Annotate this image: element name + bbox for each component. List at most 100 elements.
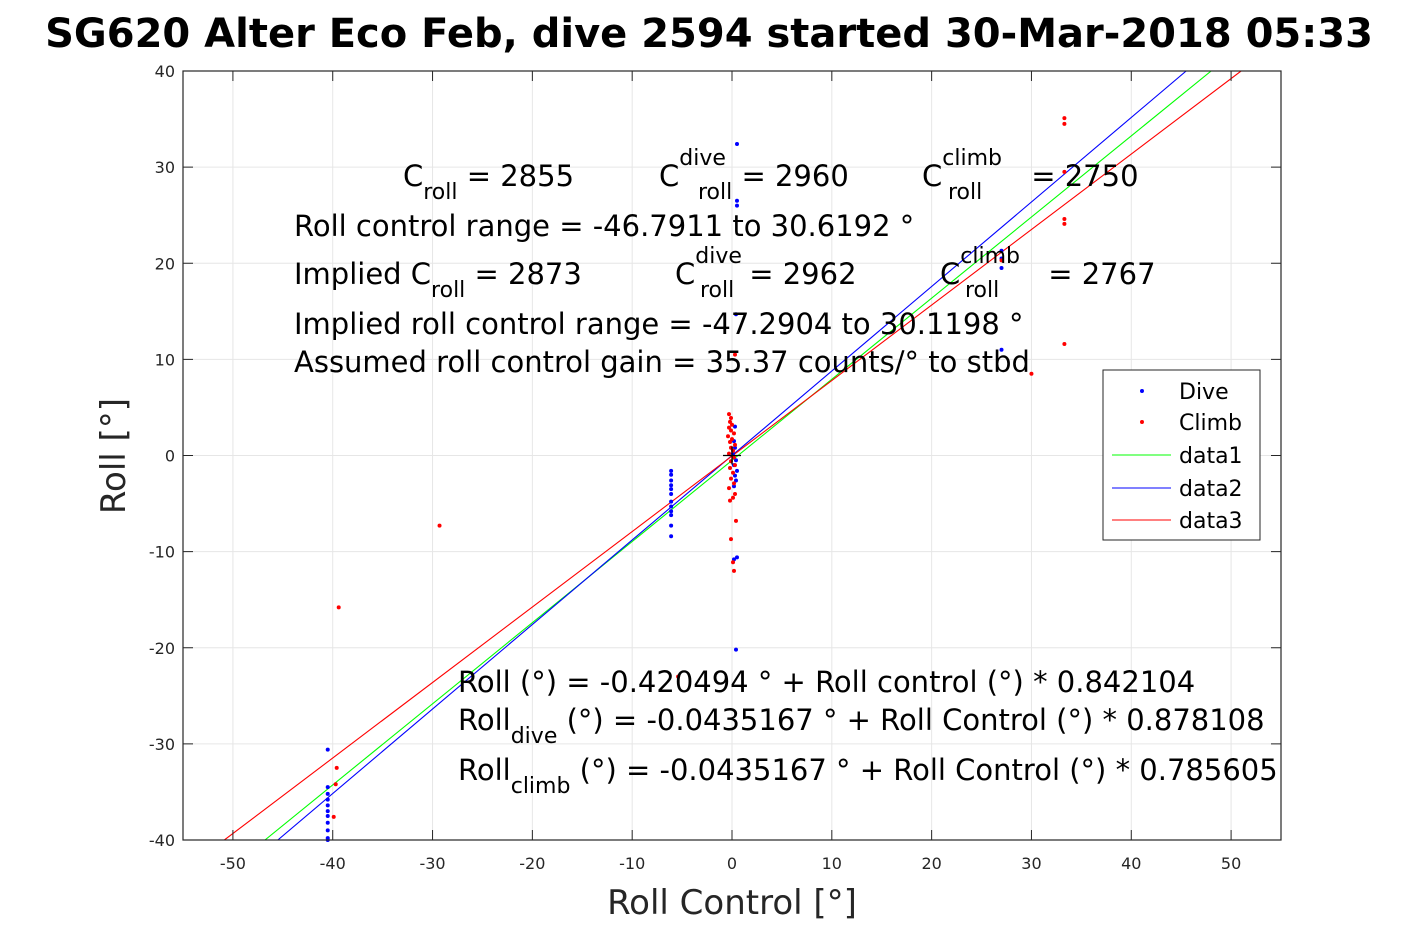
point-climb: [1029, 371, 1034, 376]
legend-climb-marker: [1140, 420, 1144, 424]
point-climb: [729, 476, 734, 481]
point-climb: [732, 463, 737, 468]
point-climb: [727, 451, 732, 456]
point-climb: [1062, 217, 1067, 222]
point-dive: [734, 468, 739, 473]
point-dive: [732, 424, 737, 429]
origin-cross-marker: [723, 446, 741, 465]
point-dive: [999, 266, 1004, 271]
bottom-annotations: Roll (°) = -0.420494 ° + Roll control (°…: [458, 665, 1278, 799]
axis-ticks: [183, 70, 1281, 841]
x-tick-label: -20: [519, 854, 545, 873]
point-climb: [731, 455, 736, 460]
point-dive: [669, 534, 674, 539]
point-climb: [729, 428, 734, 433]
legend-climb-label: Climb: [1179, 411, 1242, 436]
point-dive: [999, 248, 1004, 253]
point-climb: [727, 425, 732, 430]
point-climb: [730, 495, 735, 500]
point-dive: [325, 813, 330, 818]
point-dive: [325, 791, 330, 796]
x-axis-label: Roll Control [°]: [607, 883, 857, 923]
point-climb: [728, 419, 733, 424]
x-tick-label: 10: [822, 854, 842, 873]
point-dive: [734, 198, 739, 203]
point-dive: [669, 483, 674, 488]
point-dive: [669, 472, 674, 477]
y-tick-label: -30: [149, 735, 175, 754]
top-annotations: Croll = 2855 Cdive roll = 2960 Cclimb roll…: [294, 146, 1156, 379]
point-climb: [726, 434, 731, 439]
point-climb: [331, 814, 336, 819]
point-dive: [325, 785, 330, 790]
y-tick-label: -10: [149, 543, 175, 562]
point-dive: [325, 797, 330, 802]
annotation-implied-roll-control-range: Implied roll control range = -47.2904 to…: [294, 307, 1024, 341]
point-climb: [676, 674, 681, 679]
point-dive: [325, 803, 330, 808]
point-climb: [336, 605, 341, 610]
point-dive: [669, 504, 674, 509]
point-climb: [730, 560, 735, 565]
point-climb: [731, 568, 736, 573]
point-climb: [733, 518, 738, 523]
point-climb: [731, 481, 736, 486]
point-climb: [728, 440, 733, 445]
point-dive: [734, 555, 739, 560]
x-tick-label: 20: [921, 854, 941, 873]
point-climb: [729, 537, 734, 542]
x-tick-label: -30: [419, 854, 445, 873]
point-dive: [669, 468, 674, 473]
point-climb: [1062, 116, 1067, 121]
point-dive: [734, 203, 739, 208]
point-climb: [1062, 341, 1067, 346]
point-climb: [333, 782, 338, 787]
x-tick-label: 50: [1221, 854, 1241, 873]
point-dive: [669, 523, 674, 528]
point-climb: [334, 765, 339, 770]
legend-dive-label: Dive: [1179, 380, 1229, 405]
point-dive: [669, 499, 674, 504]
annotation-c-roll-climb: Cclimb roll = 2750: [922, 146, 1139, 205]
annotation-c-roll: Croll = 2855: [403, 159, 574, 205]
y-tick-labels: -40 -30 -20 -10 0 10 20 30 40: [149, 62, 175, 850]
y-tick-label: -20: [149, 639, 175, 658]
x-tick-label: -50: [220, 854, 246, 873]
point-dive: [669, 487, 674, 492]
point-climb: [728, 465, 733, 470]
point-climb: [729, 416, 734, 421]
point-dive: [731, 484, 736, 489]
x-tick-label: 40: [1121, 854, 1141, 873]
point-climb: [1062, 121, 1067, 126]
point-dive: [325, 820, 330, 825]
point-dive: [669, 513, 674, 518]
x-tick-label: 30: [1021, 854, 1041, 873]
point-dive: [669, 491, 674, 496]
x-tick-label: -10: [619, 854, 645, 873]
point-dive: [669, 478, 674, 483]
point-climb: [730, 437, 734, 442]
point-dive: [733, 458, 738, 463]
point-dive: [669, 509, 674, 514]
legend-data1-label: data1: [1179, 444, 1243, 469]
legend-data3-label: data3: [1179, 509, 1243, 534]
y-tick-label: -40: [149, 831, 175, 850]
annotation-implied-c-roll-dive: Cdive roll = 2962: [675, 244, 857, 303]
legend-dive-marker: [1140, 389, 1144, 393]
y-axis-label: Roll [°]: [94, 398, 134, 514]
point-climb: [437, 523, 442, 528]
annotation-roll-control-range: Roll control range = -46.7911 to 30.6192…: [294, 209, 914, 243]
point-dive: [732, 445, 737, 450]
point-dive: [733, 312, 738, 317]
annotation-implied-c-roll-climb: Cclimb roll = 2767: [940, 244, 1156, 303]
point-climb: [732, 491, 737, 496]
y-tick-label: 0: [165, 447, 175, 466]
point-dive: [732, 473, 737, 478]
annotation-roll-climb-fit: Rollclimb (°) = -0.0435167 ° + Roll Cont…: [458, 753, 1278, 799]
legend-data2-label: data2: [1179, 477, 1243, 502]
point-climb: [727, 486, 732, 491]
y-tick-label: 40: [155, 62, 175, 81]
y-tick-label: 10: [155, 350, 175, 369]
point-climb: [730, 422, 734, 427]
point-dive: [734, 142, 739, 147]
